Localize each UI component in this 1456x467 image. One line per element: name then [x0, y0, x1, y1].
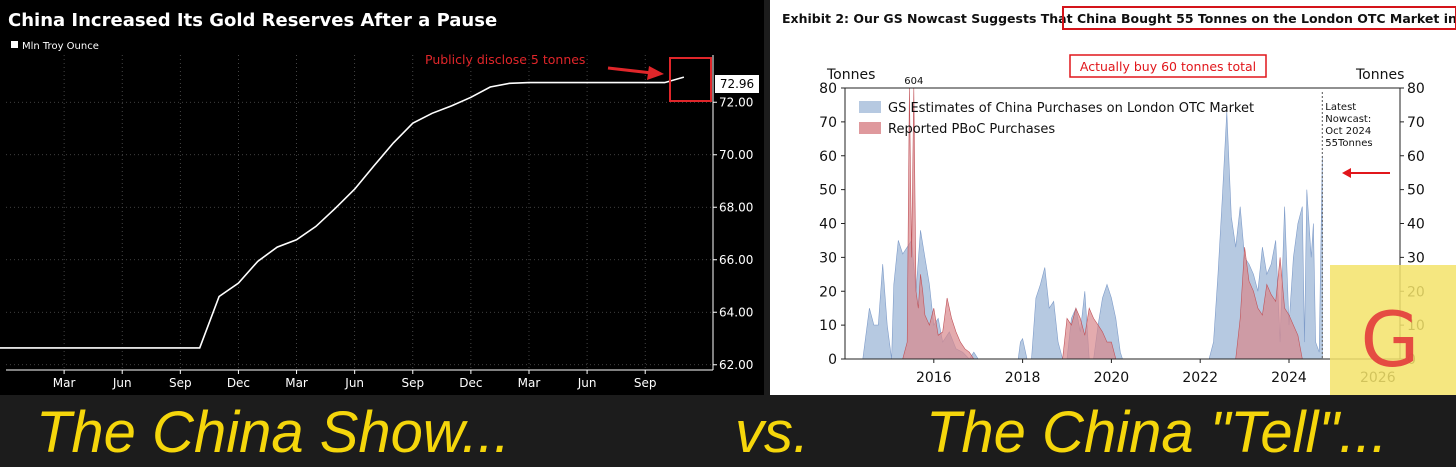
last-value-box: [715, 75, 759, 93]
y-tick-label: 62.00: [719, 358, 753, 372]
exhibit-title: Exhibit 2: Our GS Nowcast Suggests That …: [782, 11, 1456, 26]
legend-swatch: [11, 41, 18, 48]
title-highlight-box: [1062, 6, 1456, 30]
legend-label: Mln Troy Ounce: [22, 41, 99, 52]
y-tick-label-right: 40: [1407, 217, 1425, 233]
y-tick-label-right: 70: [1407, 115, 1425, 131]
x-tick-label: Dec: [227, 376, 250, 390]
nowcast-label-line: Oct 2024: [1325, 126, 1371, 137]
exhibit-title-boxed: China Bought 55 Tonnes on the London OTC…: [1077, 11, 1456, 26]
peak-label: 604: [904, 76, 923, 87]
y-tick-label-left: 30: [819, 250, 837, 266]
y-axis-title-left: Tonnes: [826, 67, 875, 83]
legend-label: GS Estimates of China Purchases on Londo…: [888, 101, 1254, 116]
y-axis-title-right: Tonnes: [1355, 67, 1404, 83]
highlight-box: [669, 57, 712, 102]
x-tick-label: Sep: [401, 376, 424, 390]
last-value-label: 72.96: [720, 77, 754, 91]
caption-right: The China "Tell"...: [926, 400, 1388, 465]
y-tick-label: 72.00: [719, 95, 753, 109]
y-tick-label-left: 50: [819, 183, 837, 199]
y-tick-label: 70.00: [719, 148, 753, 162]
x-tick-label: Mar: [53, 376, 76, 390]
legend-swatch: [859, 122, 881, 134]
chart-title: China Increased Its Gold Reserves After …: [8, 10, 497, 31]
x-tick-label: Mar: [518, 376, 541, 390]
x-tick-label: Dec: [459, 376, 482, 390]
nowcast-label-line: 55Tonnes: [1325, 138, 1372, 149]
annotation-box: [1069, 54, 1267, 78]
y-tick-label-right: 50: [1407, 183, 1425, 199]
x-tick-label: 2024: [1271, 370, 1307, 386]
reserves-line: [0, 76, 685, 349]
nowcast-label-line: Latest: [1325, 102, 1356, 113]
legend: GS Estimates of China Purchases on Londo…: [859, 101, 1254, 137]
watermark-logo: G: [1361, 295, 1420, 384]
nowcast-arrowhead: [1342, 168, 1351, 178]
annotation-box-text: Actually buy 60 tonnes total: [1080, 59, 1256, 74]
x-tick-label: 2016: [916, 370, 952, 386]
y-tick-label: 64.00: [719, 305, 753, 319]
area-pboc-purchases: [902, 87, 1303, 360]
y-tick-label-left: 60: [819, 149, 837, 165]
gold-reserves-chart: China Increased Its Gold Reserves After …: [0, 10, 759, 390]
caption-left: The China Show...: [36, 400, 510, 465]
exhibit-title-prefix: Exhibit 2: Our GS Nowcast Suggests That: [782, 11, 1077, 26]
gridlines: [6, 55, 713, 370]
y-axis-ticks: 62.00 64.00 66.00 68.00 70.00 72.00: [713, 95, 753, 372]
x-tick-label: Jun: [112, 376, 132, 390]
x-tick-label: 2018: [1005, 370, 1041, 386]
y-tick-label-left: 80: [819, 81, 837, 97]
right-chart-panel: Exhibit 2: Our GS Nowcast Suggests That …: [770, 0, 1456, 395]
x-tick-label: 2020: [1094, 370, 1130, 386]
y-tick-label-left: 0: [828, 352, 837, 368]
annotation-text: Publicly disclose 5 tonnes: [425, 52, 585, 67]
x-tick-label: Jun: [344, 376, 364, 390]
y-tick-label-right: 80: [1407, 81, 1425, 97]
x-axis-ticks: Mar Jun Sep Dec Mar Jun Sep Dec Mar Jun Sep: [53, 370, 657, 390]
legend-label: Reported PBoC Purchases: [888, 122, 1055, 137]
y-tick-label-left: 40: [819, 217, 837, 233]
watermark-logo-bg: [1330, 265, 1456, 395]
area-series: [862, 87, 1323, 360]
x-tick-label: Sep: [169, 376, 192, 390]
y-tick-label: 68.00: [719, 200, 753, 214]
annotation-arrow: [607, 66, 653, 75]
annotation-arrowhead: [647, 66, 664, 80]
left-chart-panel: China Increased Its Gold Reserves After …: [0, 0, 764, 395]
x-tick-label: 2022: [1182, 370, 1218, 386]
x-axis-ticks: 201620182020202220242026: [916, 359, 1396, 386]
x-tick-label: Mar: [285, 376, 308, 390]
legend-swatch: [859, 101, 881, 113]
y-tick-label-left: 10: [819, 318, 837, 334]
y-tick-label: 66.00: [719, 253, 753, 267]
nowcast-label-line: Nowcast:: [1325, 114, 1371, 125]
y-tick-label-left: 70: [819, 115, 837, 131]
x-tick-label: Sep: [634, 376, 657, 390]
caption-vs: vs.: [735, 400, 810, 465]
y-tick-label-left: 20: [819, 284, 837, 300]
y-tick-label-right: 30: [1407, 250, 1425, 266]
gs-nowcast-chart: Exhibit 2: Our GS Nowcast Suggests That …: [782, 6, 1456, 395]
y-tick-label-right: 60: [1407, 149, 1425, 165]
x-tick-label: Jun: [577, 376, 597, 390]
